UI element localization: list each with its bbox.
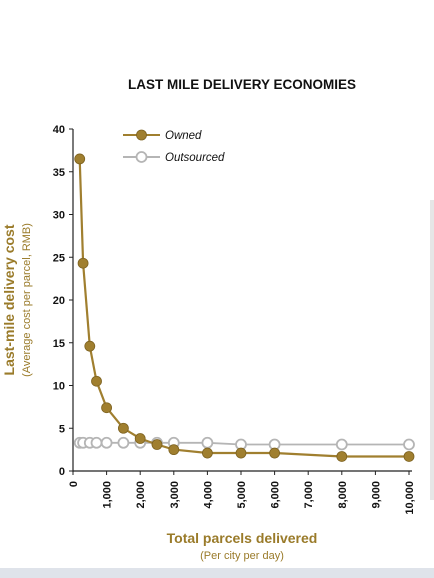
- legend-item-owned: Owned: [123, 129, 202, 142]
- data-point-owned: [134, 433, 146, 444]
- x-tick-label: 1,000: [102, 481, 114, 509]
- legend-item-outsourced: Outsourced: [123, 151, 225, 164]
- data-point-owned: [91, 375, 102, 387]
- edge-artifact: [430, 200, 434, 500]
- x-tick-label: 10,000: [404, 481, 416, 515]
- series-owned: [74, 153, 415, 462]
- x-tick-label: 6,000: [270, 481, 282, 509]
- legend-marker: [135, 151, 148, 163]
- y-tick-label: 20: [53, 295, 65, 307]
- data-point-owned: [74, 153, 86, 165]
- x-axis-label: Total parcels delivered: [167, 530, 318, 546]
- x-tick-label: 4,000: [202, 481, 214, 509]
- data-point-owned: [201, 447, 213, 459]
- y-tick-label: 0: [59, 466, 65, 478]
- bottom-strip: [0, 568, 434, 578]
- data-point-outsourced: [403, 438, 415, 451]
- data-point-outsourced: [100, 436, 113, 449]
- y-tick-label: 30: [53, 210, 65, 222]
- legend: Owned Outsourced: [123, 129, 225, 164]
- series-layer: [73, 153, 415, 462]
- data-point-owned: [77, 257, 89, 269]
- y-tick-label: 5: [59, 423, 65, 435]
- y-tick-label: 15: [53, 338, 65, 350]
- y-tick-label: 35: [53, 167, 65, 179]
- series-line-owned: [78, 158, 409, 458]
- x-tick-label: 0: [68, 481, 80, 487]
- axes: 0 5 10 15 20 25 30 35 40 0 1,000 2,000 3,000 4,000 5,0…: [53, 124, 416, 515]
- x-tick-label: 2,000: [135, 481, 147, 509]
- data-point-outsourced: [90, 436, 103, 449]
- y-tick-label: 10: [53, 381, 65, 393]
- y-axis-sublabel: (Average cost per parcel, RMB): [21, 223, 33, 377]
- y-tick-label: 40: [53, 124, 65, 136]
- legend-marker: [136, 129, 147, 141]
- series-outsourced: [73, 436, 415, 451]
- data-point-owned: [336, 451, 348, 462]
- data-point-owned: [118, 422, 129, 434]
- legend-label: Owned: [165, 130, 202, 142]
- x-tick-label: 3,000: [169, 481, 181, 509]
- data-point-owned: [269, 447, 281, 459]
- legend-label: Outsourced: [165, 152, 225, 164]
- x-tick-label: 7,000: [303, 481, 315, 509]
- y-axis-title: Last-mile delivery cost (Average cost pe…: [1, 223, 33, 377]
- data-point-outsourced: [117, 436, 130, 449]
- data-point-owned: [403, 451, 415, 462]
- data-point-outsourced: [201, 436, 214, 449]
- x-axis-title: Total parcels delivered (Per city per da…: [167, 530, 318, 562]
- data-point-owned: [151, 439, 163, 450]
- data-point-owned: [101, 402, 112, 414]
- x-tick-label: 9,000: [370, 481, 382, 509]
- y-axis-label: Last-mile delivery cost: [1, 224, 17, 375]
- x-tick-label: 8,000: [337, 481, 349, 509]
- y-tick-label: 25: [53, 252, 65, 264]
- data-point-owned: [168, 444, 180, 456]
- x-tick-label: 5,000: [236, 481, 248, 509]
- data-point-owned: [84, 340, 96, 352]
- chart-title: LAST MILE DELIVERY ECONOMIES: [128, 77, 356, 92]
- data-point-outsourced: [335, 438, 348, 451]
- data-point-owned: [235, 447, 247, 459]
- x-axis-sublabel: (Per city per day): [200, 550, 284, 562]
